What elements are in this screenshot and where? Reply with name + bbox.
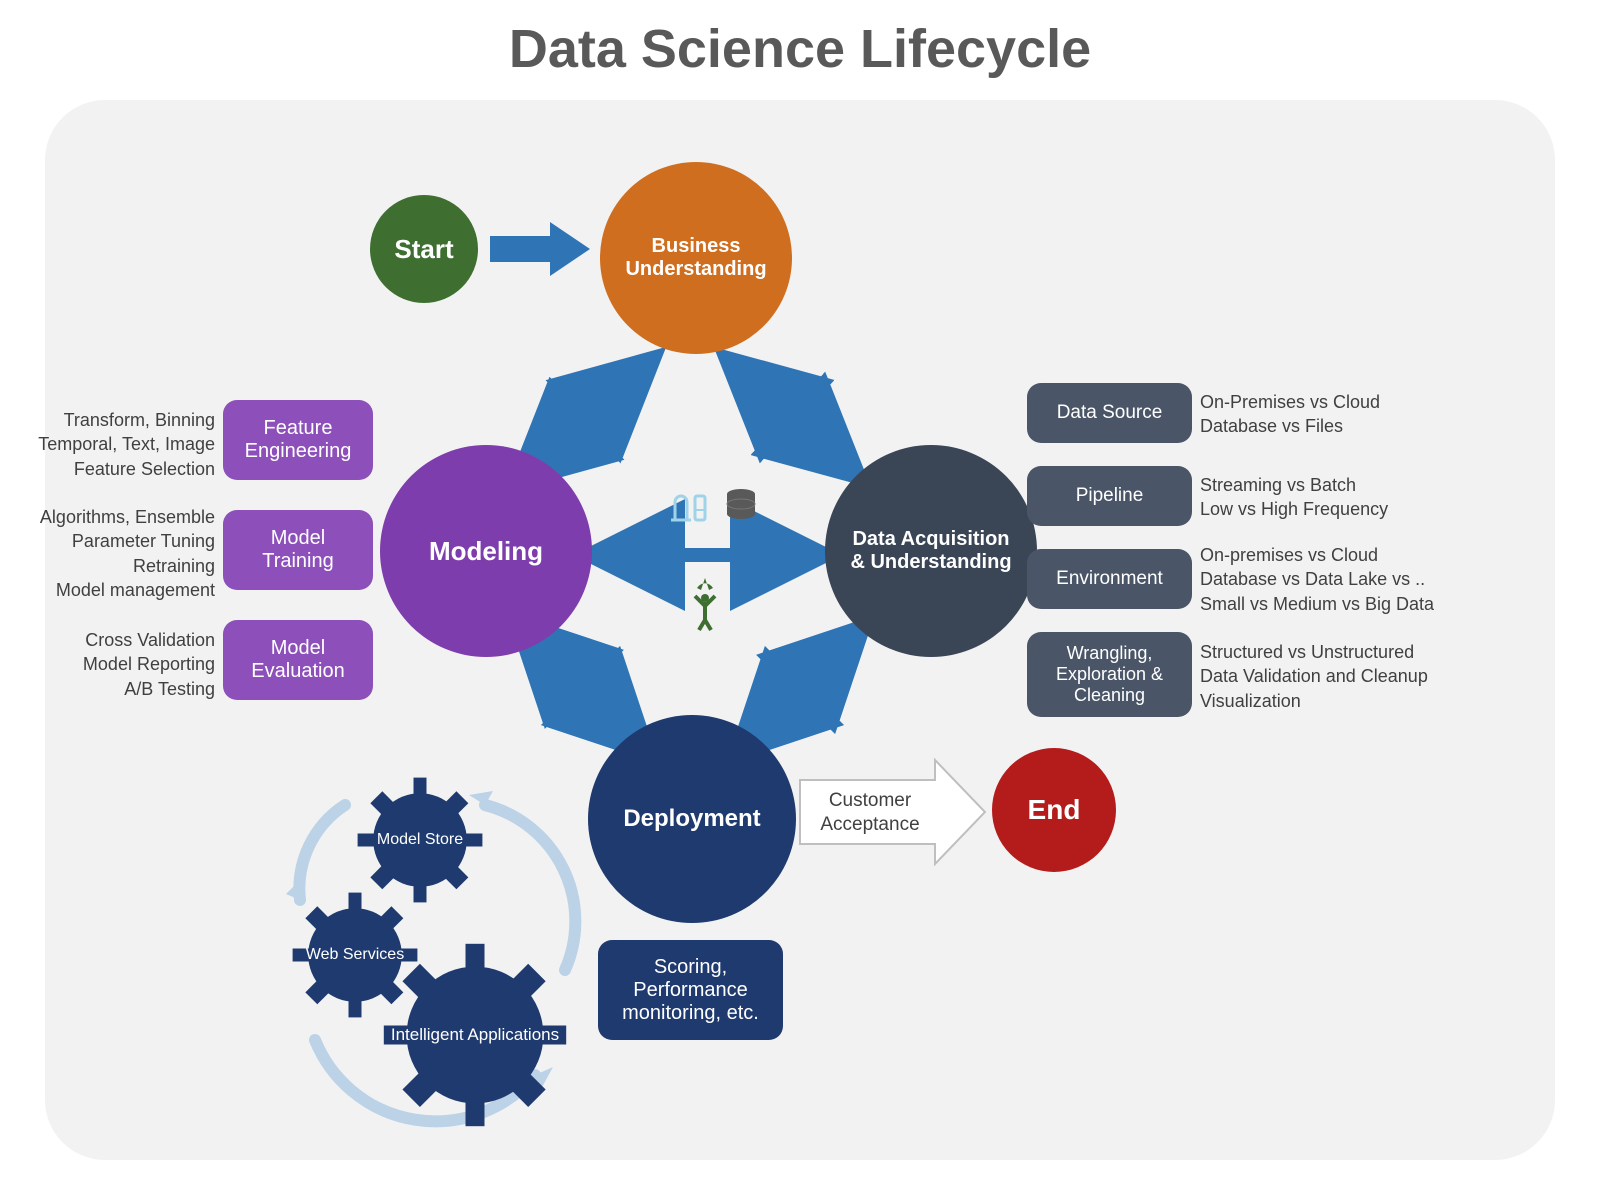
data-box-wrangling: Wrangling, Exploration & Cleaning: [1027, 632, 1192, 717]
node-deployment-label: Deployment: [623, 805, 760, 833]
modeling-box-feature-engineering: Feature Engineering: [223, 400, 373, 480]
node-end: End: [992, 748, 1116, 872]
node-modeling-label: Modeling: [429, 536, 543, 567]
node-end-label: End: [1028, 794, 1081, 826]
modeling-box-model-training: Model Training: [223, 510, 373, 590]
box-label: Model Evaluation: [233, 637, 363, 683]
diagram-canvas: Customer Acceptance: [45, 100, 1555, 1160]
box-label: Model Training: [233, 527, 363, 573]
box-label: Pipeline: [1076, 485, 1144, 507]
node-start-label: Start: [394, 234, 453, 265]
data-box-data-source: Data Source: [1027, 383, 1192, 443]
deployment-box-scoring: Scoring, Performance monitoring, etc.: [598, 940, 783, 1040]
gear-label: Web Services: [306, 946, 404, 964]
data-box-pipeline: Pipeline: [1027, 466, 1192, 526]
data-box-environment: Environment: [1027, 549, 1192, 609]
data-detail-1: Streaming vs Batch Low vs High Frequency: [1200, 473, 1500, 522]
gear-label: Model Store: [377, 831, 463, 849]
box-label: Scoring, Performance monitoring, etc.: [608, 956, 773, 1025]
box-label: Wrangling, Exploration & Cleaning: [1037, 643, 1182, 706]
node-start: Start: [370, 195, 478, 303]
svg-text:Customer: Customer: [829, 790, 912, 811]
gear-model-store: Model Store: [355, 775, 485, 905]
box-label: Feature Engineering: [233, 417, 363, 463]
page-title: Data Science Lifecycle: [0, 0, 1600, 80]
gear-label: Intelligent Applications: [391, 1025, 559, 1045]
box-label: Environment: [1056, 568, 1163, 590]
box-label: Data Source: [1057, 402, 1163, 424]
data-detail-0: On-Premises vs Cloud Database vs Files: [1200, 390, 1500, 439]
gear-intelligent-applications: Intelligent Applications: [380, 940, 570, 1130]
modeling-detail-1: Algorithms, Ensemble Parameter Tuning Re…: [15, 505, 215, 602]
node-data-label: Data Acquisition & Understanding: [845, 528, 1017, 574]
node-deployment: Deployment: [588, 715, 796, 923]
modeling-detail-0: Transform, Binning Temporal, Text, Image…: [15, 408, 215, 481]
modeling-detail-2: Cross Validation Model Reporting A/B Tes…: [15, 628, 215, 701]
node-modeling: Modeling: [380, 445, 592, 657]
modeling-box-model-evaluation: Model Evaluation: [223, 620, 373, 700]
svg-text:Acceptance: Acceptance: [820, 814, 919, 835]
node-business-label: Business Understanding: [616, 235, 776, 281]
data-detail-2: On-premises vs Cloud Database vs Data La…: [1200, 543, 1510, 616]
node-business: Business Understanding: [600, 162, 792, 354]
data-detail-3: Structured vs Unstructured Data Validati…: [1200, 640, 1510, 713]
node-data: Data Acquisition & Understanding: [825, 445, 1037, 657]
